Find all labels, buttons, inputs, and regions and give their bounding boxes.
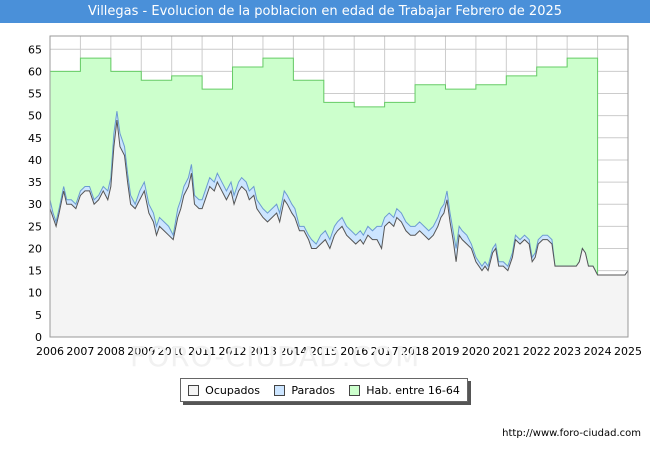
series-area-ocupados <box>50 120 628 338</box>
legend-label-ocupados: Ocupados <box>205 383 261 397</box>
y-tick-label: 5 <box>35 309 42 322</box>
y-tick-label: 35 <box>28 176 42 189</box>
x-tick-label: 2021 <box>492 345 520 358</box>
legend-swatch-hab <box>349 384 361 396</box>
source-link[interactable]: http://www.foro-ciudad.com <box>502 428 641 439</box>
y-tick-label: 0 <box>35 331 42 344</box>
plot-border <box>49 35 629 338</box>
legend-item-ocupados: Ocupados <box>188 384 260 397</box>
legend-label-parados: Parados <box>291 383 335 397</box>
series-line-ocupados <box>49 120 629 276</box>
chart-title: Villegas - Evolucion de la poblacion en … <box>0 0 650 23</box>
series-line-parados <box>49 111 629 276</box>
legend-label-hab: Hab. entre 16-64 <box>366 383 460 397</box>
x-tick-label: 2008 <box>97 345 125 358</box>
legend-swatch-parados <box>274 384 286 396</box>
x-tick-label: 2010 <box>158 345 186 358</box>
y-tick-label: 20 <box>28 242 42 255</box>
x-tick-label: 2023 <box>553 345 581 358</box>
x-tick-label: 2025 <box>614 345 642 358</box>
x-tick-label: 2014 <box>279 345 307 358</box>
x-tick-label: 2011 <box>188 345 216 358</box>
x-tick-label: 2013 <box>249 345 277 358</box>
x-tick-label: 2020 <box>462 345 490 358</box>
y-tick-label: 25 <box>28 220 42 233</box>
y-tick-label: 10 <box>28 287 42 300</box>
legend: Ocupados Parados Hab. entre 16-64 <box>180 378 468 402</box>
x-tick-label: 2024 <box>584 345 612 358</box>
y-tick-label: 50 <box>28 110 42 123</box>
x-tick-label: 2019 <box>431 345 459 358</box>
x-tick-label: 2017 <box>371 345 399 358</box>
x-tick-label: 2022 <box>523 345 551 358</box>
y-tick-label: 15 <box>28 265 42 278</box>
y-tick-label: 30 <box>28 198 42 211</box>
series-line-hab-entre-16-64 <box>50 57 629 276</box>
x-tick-label: 2018 <box>401 345 429 358</box>
y-tick-label: 65 <box>28 43 42 56</box>
x-tick-label: 2012 <box>219 345 247 358</box>
watermark: FORO-CIUDAD.COM <box>130 340 421 373</box>
x-tick-label: 2009 <box>127 345 155 358</box>
legend-item-hab: Hab. entre 16-64 <box>349 384 460 397</box>
x-tick-label: 2006 <box>36 345 64 358</box>
y-tick-label: 45 <box>28 132 42 145</box>
x-tick-label: 2007 <box>66 345 94 358</box>
x-tick-label: 2015 <box>310 345 338 358</box>
x-tick-label: 2016 <box>340 345 368 358</box>
y-tick-label: 40 <box>28 154 42 167</box>
y-tick-label: 60 <box>28 65 42 78</box>
legend-swatch-ocupados <box>188 384 200 396</box>
legend-item-parados: Parados <box>274 384 335 397</box>
y-tick-label: 55 <box>28 88 42 101</box>
